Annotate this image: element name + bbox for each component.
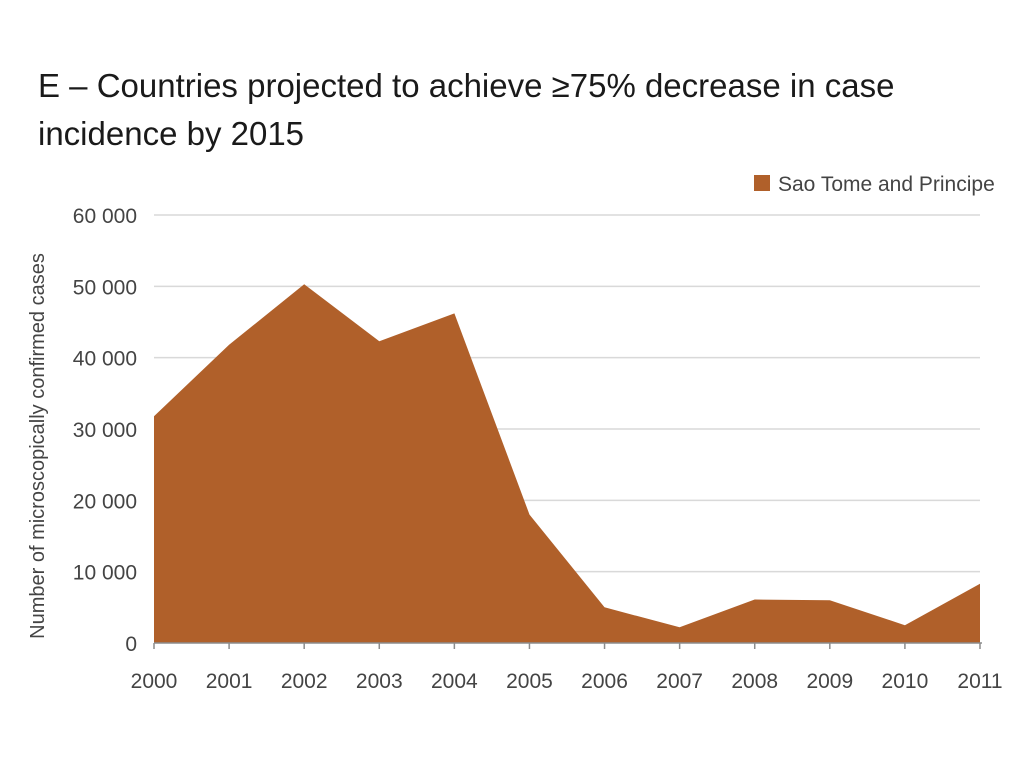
y-tick-label: 20 000	[73, 490, 137, 513]
legend: Sao Tome and Principe	[754, 173, 995, 196]
x-tick-label: 2001	[206, 670, 253, 693]
x-axis-ticks: 2000 2001 2002 2003 2004 2005 2006 2007 2008 2009…	[131, 643, 1003, 693]
y-tick-label: 0	[125, 633, 137, 656]
x-tick-label: 2011	[957, 670, 1002, 693]
y-tick-label: 40 000	[73, 348, 137, 371]
chart-title: E – Countries projected to achieve ≥75% …	[38, 67, 895, 152]
legend-label: Sao Tome and Principe	[778, 173, 995, 196]
area-series-sao-tome-and-principe	[154, 284, 980, 643]
area-layer	[153, 284, 982, 644]
x-tick-label: 2010	[882, 670, 929, 693]
legend-swatch	[754, 175, 770, 191]
x-tick-label: 2003	[356, 670, 403, 693]
x-tick-label: 2005	[506, 670, 553, 693]
x-tick-label: 2007	[656, 670, 703, 693]
y-tick-label: 60 000	[73, 205, 137, 228]
y-tick-label: 30 000	[73, 419, 137, 442]
x-tick-label: 2008	[731, 670, 778, 693]
y-axis-title: Number of microscopically confirmed case…	[27, 253, 49, 639]
x-tick-label: 2006	[581, 670, 628, 693]
y-axis-ticks: 0 10 000 20 000 30 000 40 000 50 000 60 000	[73, 205, 137, 656]
y-tick-label: 10 000	[73, 562, 137, 585]
y-tick-label: 50 000	[73, 276, 137, 299]
x-tick-label: 2002	[281, 670, 328, 693]
x-tick-label: 2000	[131, 670, 178, 693]
x-tick-label: 2004	[431, 670, 478, 693]
x-tick-label: 2009	[806, 670, 853, 693]
